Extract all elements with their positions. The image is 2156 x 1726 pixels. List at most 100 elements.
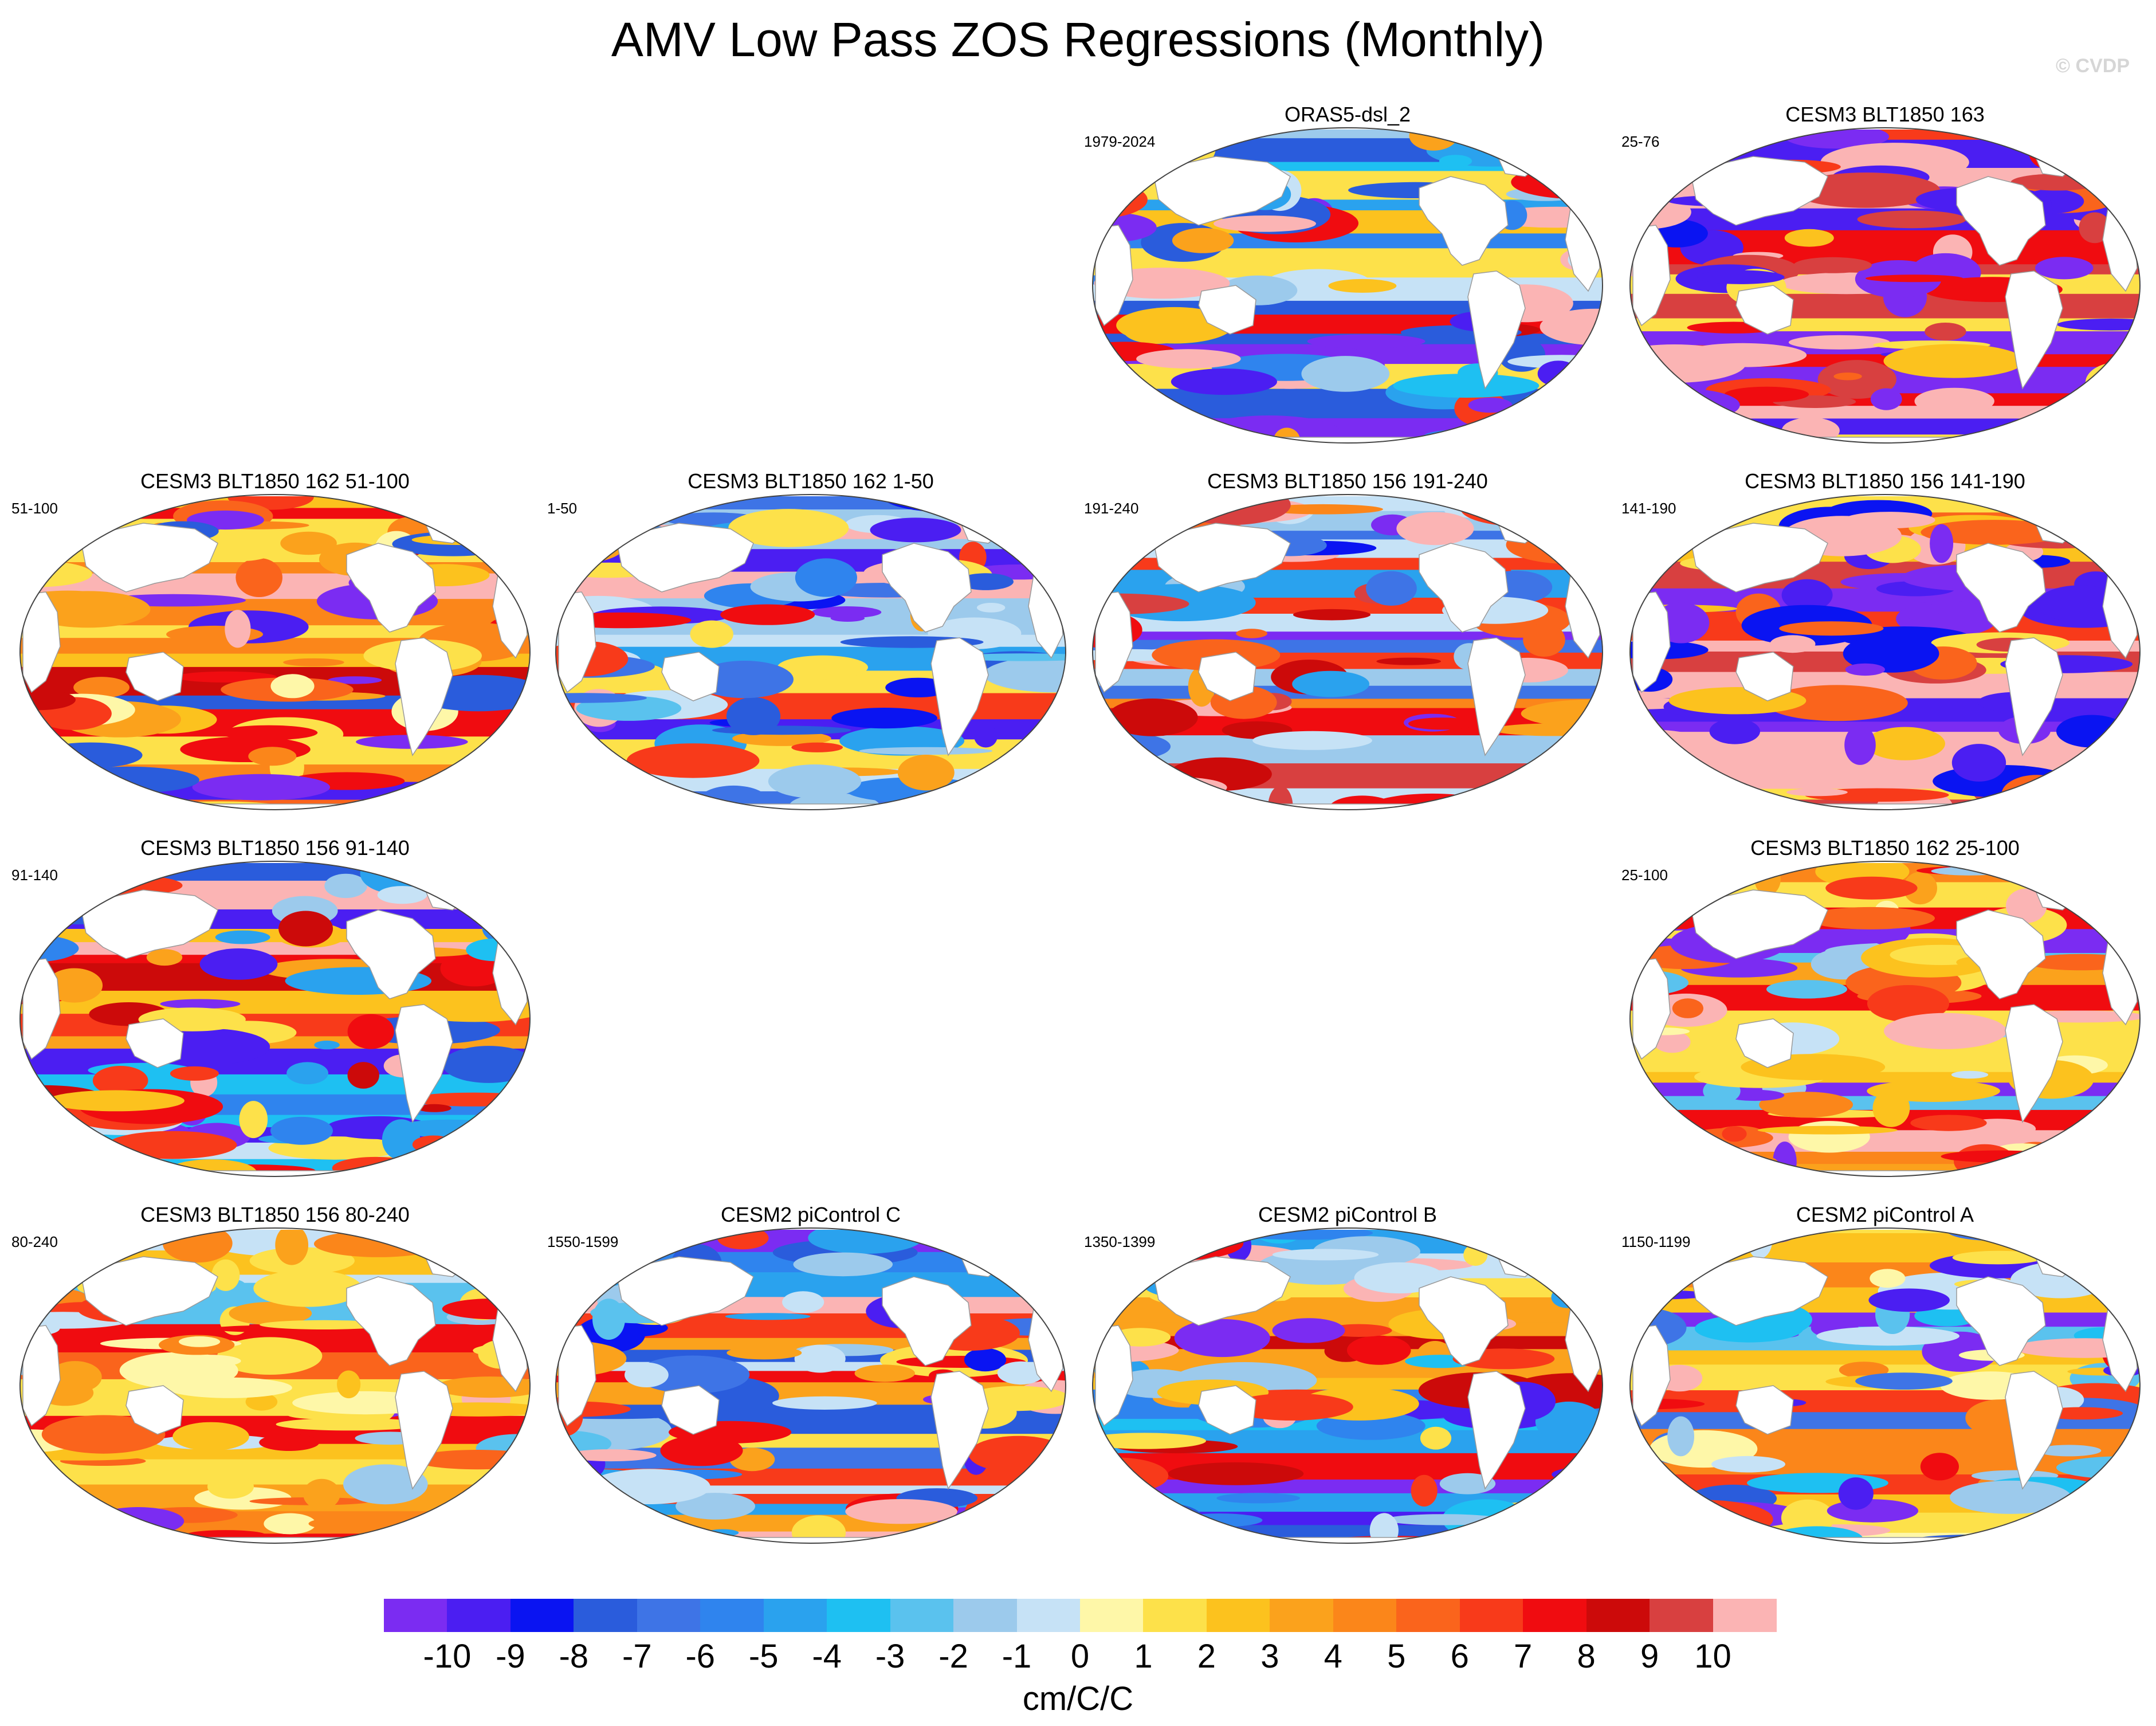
field-blob [2056, 715, 2127, 748]
map-panel: CESM3 BLT1850 162 51-100 51-100 [11, 469, 539, 835]
field-blob [1093, 733, 1171, 760]
panel-years: 80-240 [11, 1233, 58, 1250]
field-blob [953, 653, 1066, 661]
field-blob [1870, 388, 1902, 410]
field-blob [92, 1507, 184, 1536]
field-blob [146, 949, 183, 966]
field-blob [795, 558, 857, 597]
polar-cap [20, 495, 530, 496]
land-mass [154, 1170, 391, 1176]
field-blob [1307, 334, 1425, 348]
field-blob [854, 1364, 915, 1382]
colorbar-tick-label: -5 [748, 1638, 779, 1675]
colorbar-box [1396, 1599, 1460, 1632]
field-blob [1556, 128, 1603, 136]
field-blob [248, 747, 297, 766]
field-blob [20, 1146, 47, 1176]
field-blob [160, 999, 241, 1009]
field-blob [649, 1521, 701, 1543]
field-blob [442, 1046, 530, 1083]
panel-title: CESM2 piControl B [1258, 1203, 1438, 1226]
field-blob [73, 677, 129, 699]
map-border [1629, 494, 2141, 810]
field-blob [249, 1247, 355, 1274]
map-panel: CESM3 BLT1850 162 25-100 25-100 [1621, 835, 2149, 1202]
land-mass [1690, 889, 1828, 959]
land-mass [2005, 1004, 2063, 1123]
land-mass [1690, 1256, 1828, 1326]
panel-years: 1150-1199 [1621, 1233, 1691, 1250]
land-mass [80, 889, 218, 959]
land-mass [1956, 176, 2046, 266]
land-mass [22, 591, 61, 693]
land-mass [689, 803, 926, 810]
field-blob [270, 674, 315, 699]
field-blob [726, 1346, 802, 1360]
land-mass [125, 1385, 184, 1435]
field-blob [726, 697, 781, 735]
field-blob [997, 1361, 1044, 1385]
field-blob [1914, 387, 1994, 415]
field-blob [1134, 777, 1227, 798]
field-blob [1759, 1092, 1853, 1118]
map-svg [1629, 861, 2141, 1177]
field-blob [2064, 425, 2137, 443]
field-blob [2055, 793, 2140, 810]
field-blob [1564, 548, 1600, 570]
field-blob [1770, 635, 1816, 653]
land-mass [2005, 270, 2063, 390]
field-blob [337, 1370, 361, 1399]
polar-cap [556, 1228, 1066, 1230]
field-blob [2043, 1160, 2140, 1174]
field-blob [162, 1228, 233, 1263]
field-blob [1491, 513, 1603, 530]
field-blob [695, 661, 794, 699]
field-blob [1214, 215, 1316, 232]
land-mass [1764, 803, 2001, 810]
field-blob [1236, 629, 1267, 638]
field-blob [270, 1116, 333, 1145]
field-blob [1930, 524, 1954, 563]
field-blob [114, 799, 138, 810]
land-mass [689, 1537, 926, 1543]
land-mass [1690, 156, 1828, 226]
field-blob [253, 1269, 362, 1307]
land-mass [558, 591, 596, 693]
field-blob [1843, 634, 1939, 673]
field-blob [1845, 663, 1885, 676]
land-mass [125, 652, 184, 701]
colorbar-tick-label: 6 [1450, 1638, 1469, 1675]
field-blob [47, 1090, 184, 1112]
field-blob [964, 1348, 1007, 1372]
land-mass [1467, 637, 1526, 756]
colorbar-units: cm/C/C [1022, 1680, 1134, 1717]
field-blob [1865, 727, 1945, 760]
field-band [1093, 511, 1603, 532]
field-band [1093, 138, 1603, 163]
field-band [1630, 1151, 2140, 1165]
field-band [1630, 418, 2140, 436]
field-blob [20, 760, 100, 796]
field-blob [725, 1313, 811, 1320]
land-mass [395, 637, 453, 756]
polar-cap [20, 861, 530, 863]
field-blob [772, 1396, 877, 1410]
field-blob [968, 1435, 1066, 1473]
map-panel: CESM3 BLT1850 156 80-240 80-240 [11, 1202, 539, 1569]
field-blob [728, 509, 849, 547]
field-blob [343, 1464, 428, 1505]
colorbar-tick-label: 8 [1577, 1638, 1596, 1675]
field-blob [208, 524, 282, 561]
field-blob [1376, 657, 1441, 665]
field-blob [983, 656, 1066, 693]
map-panel: CESM3 BLT1850 156 191-240 191-240 [1084, 469, 1611, 835]
field-blob [107, 1131, 237, 1159]
colorbar-box [1206, 1599, 1270, 1632]
land-mass [930, 637, 989, 756]
panel-title: CESM3 BLT1850 163 [1785, 103, 1985, 126]
panel-title: CESM2 piControl A [1796, 1203, 1974, 1226]
field-blob [466, 938, 524, 962]
field-blob [1235, 1300, 1369, 1321]
map-svg [1092, 127, 1603, 444]
colorbar-tick-label: 3 [1260, 1638, 1279, 1675]
